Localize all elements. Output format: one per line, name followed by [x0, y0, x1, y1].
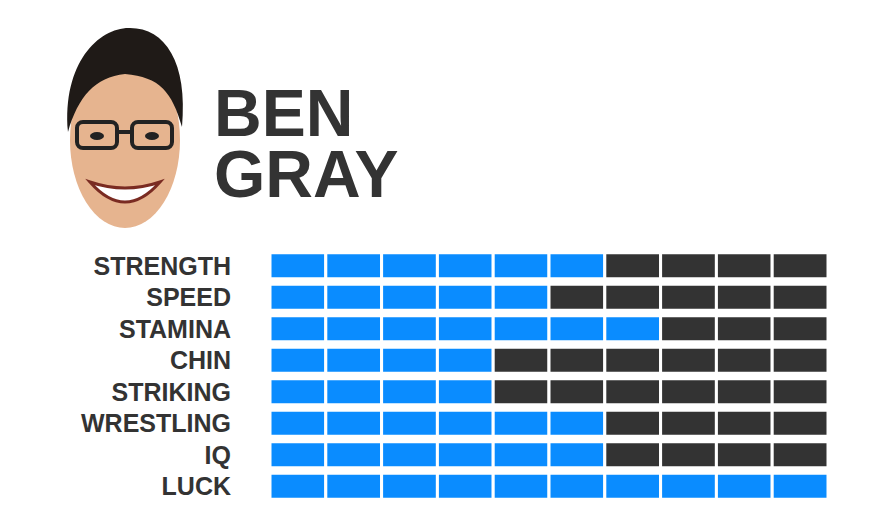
svg-text:IQ: IQ [205, 441, 231, 469]
svg-text:GRAY: GRAY [214, 137, 399, 211]
svg-text:LUCK: LUCK [162, 472, 231, 500]
svg-text:STRIKING: STRIKING [112, 378, 231, 406]
svg-text:WRESTLING: WRESTLING [81, 409, 231, 437]
svg-text:STRENGTH: STRENGTH [94, 252, 232, 280]
svg-text:BEN: BEN [214, 76, 353, 150]
svg-text:STAMINA: STAMINA [119, 315, 231, 343]
svg-text:CHIN: CHIN [170, 346, 231, 374]
svg-text:SPEED: SPEED [146, 283, 231, 311]
